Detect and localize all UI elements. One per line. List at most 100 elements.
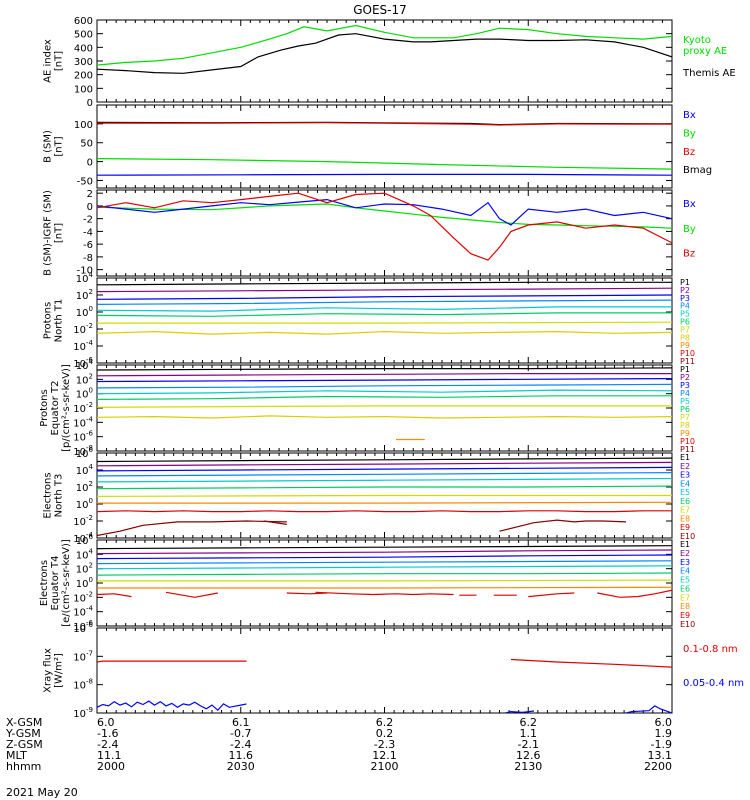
series-line-e1 (97, 457, 672, 463)
legend-label: P7 (680, 413, 690, 422)
series-line-e10 (263, 520, 287, 525)
y-axis-label: Electrons (39, 560, 50, 606)
series-line-e8 (97, 586, 672, 589)
y-tick-label: 10-7 (73, 649, 93, 663)
legend-label: E7 (680, 506, 690, 515)
panel-3: -10 -8 -6 -4-2 0 2 B (SM)-IGRF (SM) [nT] Bx By Bz (43, 189, 696, 276)
legend-label: E8 (680, 514, 690, 523)
ephemeris-label: Z-GSM (6, 738, 43, 751)
series-line-e8 (97, 501, 672, 504)
legend-label: 0.05-0.4 nm (683, 678, 744, 689)
series-line-0-05-0-4-nm (625, 705, 672, 713)
y-tick-label: -50 (77, 176, 93, 187)
series-line-e9 (315, 591, 454, 596)
y-axis-label: [nT] (54, 136, 65, 156)
legend-label: E2 (680, 462, 690, 471)
ephemeris-value: -2.1 (518, 738, 539, 751)
ephemeris-value: 2130 (514, 760, 542, 773)
y-tick-label: 10-2 (73, 401, 93, 415)
series-line-by (97, 158, 672, 170)
series-line-p2 (97, 373, 672, 377)
y-axis-label: North T3 (54, 474, 65, 518)
series-line-bz (97, 192, 672, 261)
series-line-p6 (97, 312, 672, 317)
ephemeris-label: Y-GSM (5, 727, 41, 740)
series-group (97, 658, 672, 713)
y-axis-label: Protons (43, 302, 54, 339)
y-tick-label: 10-2 (73, 590, 93, 604)
y-axis-label: Protons (39, 389, 50, 426)
series-line-e9 (97, 593, 132, 598)
y-axis-label: [e/(cm²-s-sr-keV)] (61, 539, 72, 627)
y-tick-label: 10-4 (73, 605, 93, 619)
panel-frame (96, 364, 673, 452)
legend-label: P11 (680, 445, 695, 454)
legend-label: By (683, 224, 696, 235)
series-line-e9 (597, 589, 672, 598)
y-axis-label: AE index (43, 39, 54, 83)
y-tick-label: 102 (76, 372, 93, 386)
date-label: 2021 May 20 (6, 786, 78, 799)
y-tick-label: 104 (76, 358, 94, 372)
y-axis-label: B (SM)-IGRF (SM) (43, 190, 54, 276)
y-axis-label: [nT] (54, 223, 65, 243)
legend-label: P2 (680, 286, 690, 295)
ephemeris-value: -2.4 (230, 738, 251, 751)
ephemeris-value: 6.1 (232, 716, 250, 729)
ephemeris-value: 2200 (644, 760, 672, 773)
legend-label: By (683, 128, 696, 139)
series-line-p8 (97, 330, 672, 335)
y-tick-label: -8 (83, 253, 93, 264)
series-line-e3 (97, 466, 672, 472)
legend-label: E10 (680, 620, 695, 629)
series-group (97, 367, 672, 441)
legend-label: E9 (680, 611, 690, 620)
series-line-p2 (97, 287, 672, 293)
legend-label: E9 (680, 523, 690, 532)
ephemeris-label: MLT (6, 749, 27, 762)
legend-label: P1 (680, 278, 690, 287)
series-line-e2 (97, 461, 672, 467)
ephemeris-value: -1.6 (97, 727, 118, 740)
y-axis-label: B (SM) (43, 130, 54, 163)
series-group (97, 281, 672, 335)
legend-label: E3 (680, 558, 690, 567)
y-tick-label: -10 (77, 266, 93, 277)
legend-label: P9 (680, 429, 690, 438)
ephemeris-label: hhmm (6, 760, 41, 773)
y-axis-label: [W/m²] (54, 653, 65, 688)
series-line-bz (97, 122, 672, 126)
legend-label: P5 (680, 397, 690, 406)
legend-label: Bz (683, 147, 695, 158)
ephemeris-value: 2000 (97, 760, 125, 773)
ephemeris-value: 6.2 (376, 716, 394, 729)
legend-label: P8 (680, 333, 690, 342)
y-tick-label: 10-8 (73, 678, 93, 692)
y-tick-label: 500 (74, 30, 93, 41)
y-tick-label: -6 (83, 240, 93, 251)
ephemeris-value: -2.4 (97, 738, 118, 751)
legend-label: E8 (680, 602, 690, 611)
legend-label: E10 (680, 532, 695, 541)
y-tick-label: -4 (83, 227, 93, 238)
y-tick-label: 102 (76, 288, 93, 302)
series-line-p8 (97, 415, 672, 419)
y-tick-label: 300 (74, 57, 93, 68)
legend-label: P3 (680, 294, 690, 303)
series-line-0-05-0-4-nm (505, 710, 535, 713)
y-tick-label: 106 (76, 446, 94, 460)
legend-label: P5 (680, 310, 690, 319)
series-line-e9 (528, 592, 575, 598)
legend-label: Bx (683, 199, 696, 210)
y-tick-label: 0 (87, 98, 93, 109)
series-line-p4 (97, 383, 672, 389)
y-axis-label: North T1 (54, 299, 65, 343)
series-group (97, 24, 672, 74)
legend-label: P11 (680, 357, 695, 366)
y-tick-label: 102 (76, 480, 93, 494)
y-tick-label: 10-2 (73, 514, 93, 528)
series-line-p4 (97, 299, 672, 305)
legend-label: Kyoto (683, 35, 711, 46)
ephemeris-value: 6.2 (520, 716, 538, 729)
